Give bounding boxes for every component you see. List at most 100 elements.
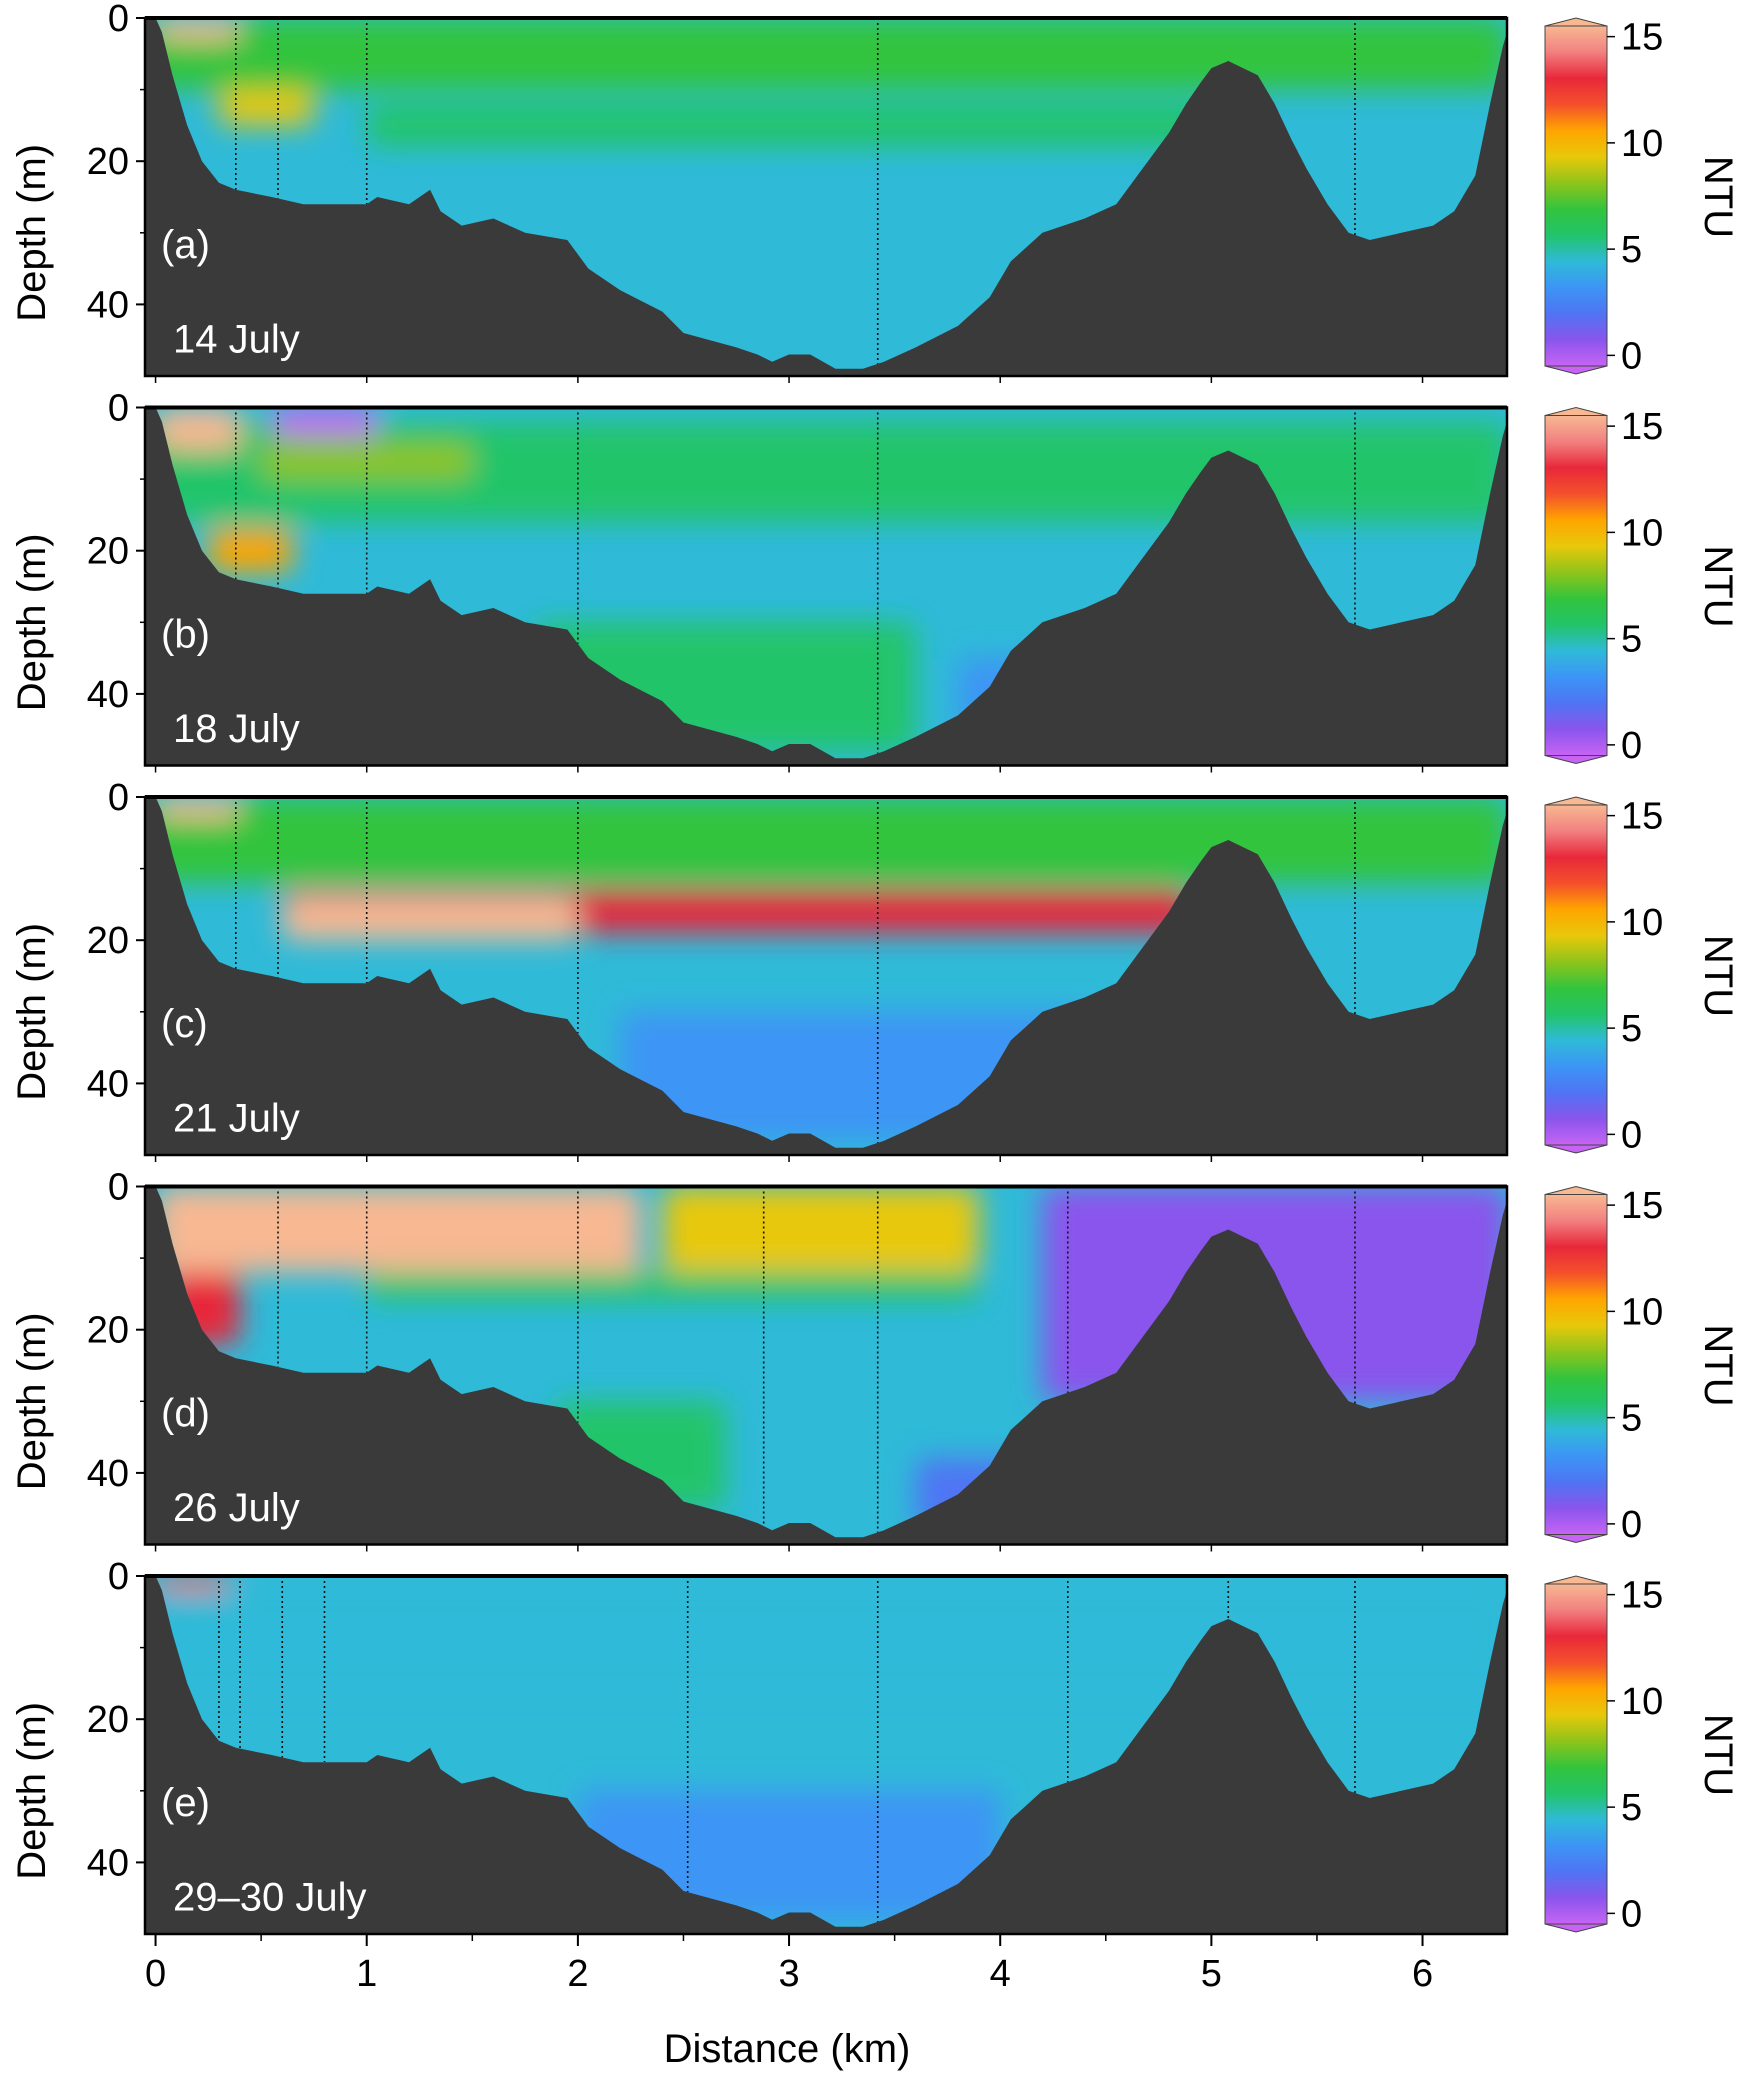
colorbar: 0 5 10 15 NTU [1544, 406, 1740, 767]
turbidity-feature [145, 797, 1507, 883]
panel-tag: (b) [161, 612, 210, 656]
panels: 0 20 40 Depth (m) (a) 14 July 0 5 10 15 NTU 0 20 40 De… [10, 0, 1740, 1941]
colorbar-tick-label: 15 [1621, 1575, 1663, 1617]
colorbar-top-cap [1544, 796, 1608, 806]
y-tick-label: 40 [87, 1453, 129, 1495]
turbidity-feature [145, 1590, 1507, 1691]
y-tick-label: 20 [87, 920, 129, 962]
y-axis-label: Depth (m) [10, 1702, 54, 1880]
colorbar-tick-label: 5 [1621, 1398, 1642, 1440]
panel-date: 14 July [173, 318, 300, 362]
panel-tag: (d) [161, 1391, 210, 1435]
colorbar-tick-label: 15 [1621, 406, 1663, 448]
colorbar-tick-label: 0 [1621, 1504, 1642, 1546]
turbidity-feature [271, 407, 378, 437]
colorbar-tick-label: 10 [1621, 512, 1663, 554]
y-axis-label: Depth (m) [10, 1312, 54, 1490]
x-tick-label: 1 [356, 1953, 377, 1995]
bathymetry [145, 797, 1507, 1155]
y-tick-label: 20 [87, 141, 129, 183]
y-tick-label: 20 [87, 1310, 129, 1352]
x-tick-label: 3 [778, 1953, 799, 1995]
colorbar-tick-label: 10 [1621, 123, 1663, 165]
turbidity-feature [155, 407, 241, 451]
turbidity-feature [662, 1186, 980, 1273]
panel-date: 26 July [173, 1486, 300, 1530]
colorbar-tick-label: 5 [1621, 229, 1642, 271]
y-tick-label: 40 [87, 1842, 129, 1884]
colorbar-tick-label: 15 [1621, 17, 1663, 59]
turbidity-feature [155, 1576, 230, 1591]
colorbar-tick-label: 0 [1621, 1893, 1642, 1935]
colorbar-label: NTU [1696, 1324, 1740, 1406]
x-tick-label: 0 [145, 1953, 166, 1995]
turbidity-field [145, 1186, 1507, 1545]
colorbar-tick-label: 10 [1621, 1291, 1663, 1333]
x-tick-label: 2 [567, 1953, 588, 1995]
colorbar: 0 5 10 15 NTU [1544, 1575, 1740, 1935]
panel-tag: (a) [161, 223, 210, 267]
panel-5: 0 20 40 Depth (m) (e) 29–30 July 0 5 10 15 NTU [10, 1556, 1740, 1941]
colorbar-bottom-cap [1544, 1923, 1608, 1933]
y-tick-label: 20 [87, 1699, 129, 1741]
y-tick-label: 40 [87, 284, 129, 326]
colorbar-bottom-cap [1544, 1144, 1608, 1154]
colorbar-tick-label: 15 [1621, 1185, 1663, 1227]
turbidity-feature [145, 18, 1507, 90]
y-tick-label: 0 [108, 0, 129, 40]
y-tick-label: 40 [87, 1063, 129, 1105]
colorbar-top-cap [1544, 1575, 1608, 1585]
turbidity-feature [282, 897, 578, 941]
colorbar-tick-label: 0 [1621, 725, 1642, 767]
colorbar-bottom-cap [1544, 1534, 1608, 1544]
colorbar-label: NTU [1696, 935, 1740, 1017]
y-tick-label: 0 [108, 388, 129, 430]
colorbar-tick-label: 0 [1621, 1114, 1642, 1156]
panel-2: 0 20 40 Depth (m) (b) 18 July 0 5 10 15 NTU [10, 388, 1740, 773]
y-axis-label: Depth (m) [10, 533, 54, 711]
panel-tag: (e) [161, 1781, 210, 1825]
x-tick-label: 4 [990, 1953, 1011, 1995]
colorbar-tick-label: 5 [1621, 1008, 1642, 1050]
turbidity-field [145, 18, 1507, 376]
colorbar-label: NTU [1696, 156, 1740, 238]
colorbar-tick-label: 10 [1621, 1681, 1663, 1723]
colorbar-gradient [1544, 1194, 1608, 1535]
colorbar-bottom-cap [1544, 755, 1608, 765]
panel-4: 0 20 40 Depth (m) (d) 26 July 0 5 10 15 NTU [10, 1167, 1740, 1552]
x-axis-label: Distance (km) [664, 2027, 911, 2071]
colorbar-label: NTU [1696, 545, 1740, 627]
y-tick-label: 40 [87, 674, 129, 716]
colorbar: 0 5 10 15 NTU [1544, 17, 1740, 377]
y-tick-label: 0 [108, 1167, 129, 1209]
bathymetry [145, 1186, 1507, 1545]
turbidity-feature [155, 797, 241, 819]
turbidity-field [145, 407, 1507, 766]
x-axis: 0 1 2 3 4 5 6 [145, 1934, 1433, 1995]
colorbar-gradient [1544, 1583, 1608, 1925]
colorbar-gradient [1544, 804, 1608, 1146]
panel-tag: (c) [161, 1002, 208, 1046]
y-axis-label: Depth (m) [10, 923, 54, 1101]
turbidity-feature [577, 1790, 1001, 1920]
bathymetry [145, 18, 1507, 376]
turbidity-field [145, 1576, 1507, 1934]
colorbar-tick-label: 0 [1621, 335, 1642, 377]
colorbar-label: NTU [1696, 1714, 1740, 1796]
turbidity-feature [261, 443, 473, 480]
panel-3: 0 20 40 Depth (m) (c) 21 July 0 5 10 15 NTU [10, 777, 1740, 1162]
y-tick-label: 20 [87, 531, 129, 573]
turbidity-feature [208, 529, 293, 573]
panel-date: 21 July [173, 1097, 300, 1141]
colorbar-tick-label: 5 [1621, 619, 1642, 661]
turbidity-field [145, 797, 1507, 1155]
colorbar-top-cap [1544, 1185, 1608, 1195]
bathymetry [145, 1576, 1507, 1934]
colorbar-gradient [1544, 25, 1608, 367]
colorbar-top-cap [1544, 406, 1608, 416]
turbidity-feature [366, 103, 1212, 147]
y-tick-label: 0 [108, 777, 129, 819]
turbidity-feature [155, 18, 241, 40]
bathymetry [145, 407, 1507, 766]
